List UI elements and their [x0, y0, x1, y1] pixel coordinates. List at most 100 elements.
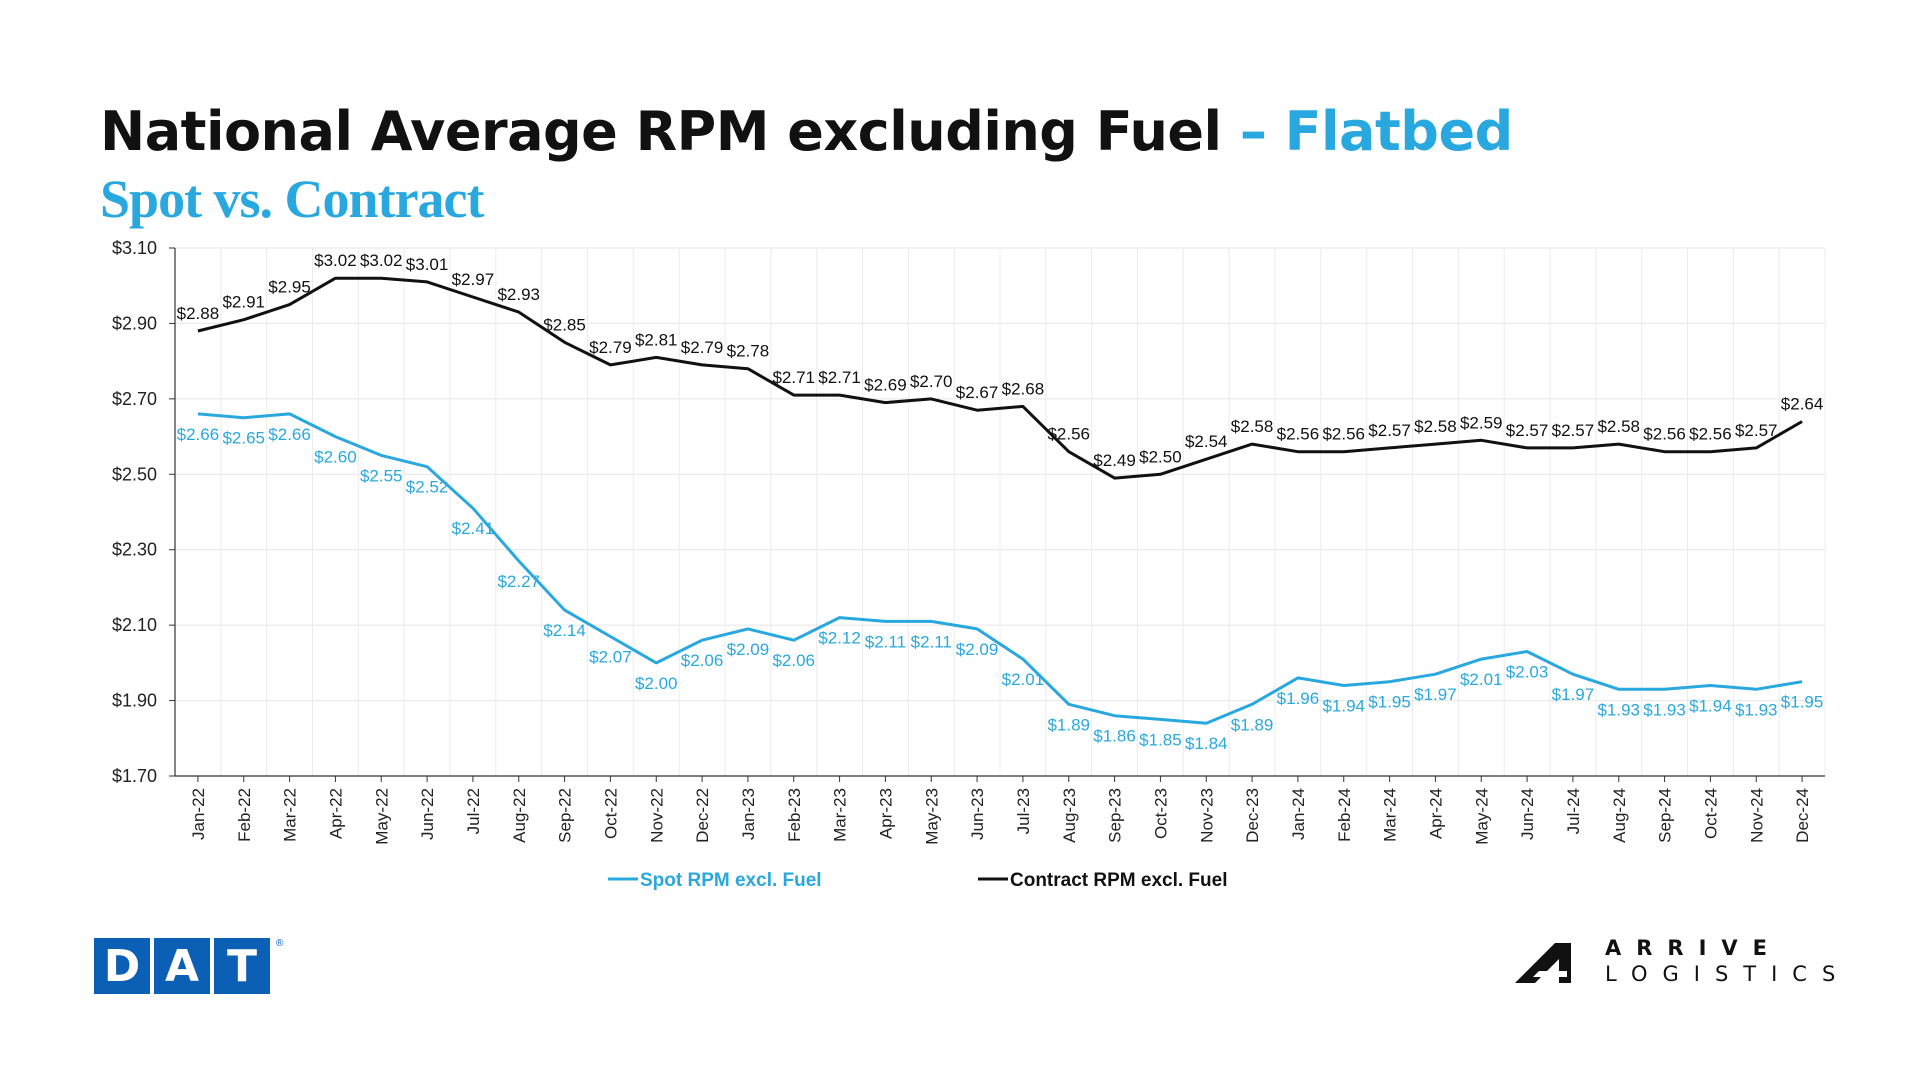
arrive-arrow-icon	[1515, 943, 1571, 983]
x-tick-label: Aug-24	[1610, 788, 1629, 843]
contract-data-label: $2.85	[543, 315, 586, 334]
arrive-wordmark-line2: LOGISTICS	[1605, 962, 1851, 986]
spot-data-label: $2.65	[222, 429, 265, 448]
contract-data-label: $2.56	[1277, 425, 1320, 444]
dat-logo: D A T ®	[94, 938, 283, 994]
spot-data-label: $1.94	[1322, 696, 1365, 715]
contract-data-label: $2.68	[1002, 379, 1045, 398]
chart-axes: $1.70 $1.90 $2.10 $2.30 $2.50 $2.70 $2.90 $3.10…	[112, 238, 1825, 845]
dat-logo-letter-d: D	[94, 938, 150, 994]
spot-data-label: $1.93	[1643, 700, 1686, 719]
x-tick-label: Apr-22	[326, 788, 345, 839]
x-tick-label: Jul-24	[1564, 788, 1583, 834]
chart-series	[197, 276, 1803, 725]
dat-registered-mark: ®	[276, 938, 284, 949]
chart-legend: Spot RPM excl. Fuel Contract RPM excl. Fu…	[608, 870, 1228, 891]
spot-data-label: $1.97	[1552, 685, 1595, 704]
spot-data-label: $1.95	[1781, 693, 1824, 712]
legend-contract-label: Contract RPM excl. Fuel	[1010, 870, 1228, 891]
contract-data-label: $2.56	[1047, 425, 1090, 444]
x-tick-label: Jun-24	[1518, 788, 1537, 840]
dat-logo-letter-a: A	[154, 938, 210, 994]
contract-data-label: $2.57	[1368, 421, 1411, 440]
chart-title-accent: – Flatbed	[1239, 100, 1513, 163]
contract-data-label: $2.50	[1139, 447, 1182, 466]
spot-data-label: $2.06	[681, 651, 724, 670]
contract-data-label: $2.59	[1460, 413, 1503, 432]
x-tick-label: Sep-23	[1106, 788, 1125, 843]
x-tick-label: Nov-22	[647, 788, 666, 843]
y-tick-label: $3.10	[112, 238, 157, 258]
x-tick-label: Jun-22	[418, 788, 437, 840]
spot-data-label: $2.60	[314, 448, 357, 467]
contract-data-label: $2.79	[681, 338, 724, 357]
spot-data-label: $2.55	[360, 466, 403, 485]
contract-data-label: $2.64	[1781, 394, 1824, 413]
x-tick-label: Oct-24	[1701, 788, 1720, 839]
y-tick-label: $1.70	[112, 766, 157, 786]
spot-data-label: $2.09	[956, 640, 999, 659]
x-tick-label: Jan-24	[1289, 788, 1308, 840]
x-tick-label: May-23	[922, 788, 941, 845]
contract-data-label: $2.57	[1735, 421, 1778, 440]
spot-data-label: $2.66	[268, 425, 311, 444]
x-tick-label: Apr-23	[876, 788, 895, 839]
x-tick-label: Mar-22	[281, 788, 300, 842]
chart-title: National Average RPM excluding Fuel – Fl…	[100, 100, 1513, 163]
x-tick-label: Mar-24	[1381, 788, 1400, 842]
spot-data-label: $1.86	[1093, 727, 1136, 746]
contract-data-label: $2.95	[268, 278, 311, 297]
x-tick-label: Nov-23	[1197, 788, 1216, 843]
y-tick-label: $1.90	[112, 691, 157, 711]
y-tick-label: $2.30	[112, 540, 157, 560]
x-tick-label: Sep-24	[1656, 788, 1675, 843]
contract-data-label: $2.71	[772, 368, 815, 387]
spot-data-label: $2.14	[543, 621, 586, 640]
x-tick-label: Dec-22	[693, 788, 712, 843]
chart-data-labels: $2.66 $2.65 $2.66$2.60$2.55$2.52$2.41$2.27…	[177, 251, 1824, 753]
spot-data-label: $1.93	[1597, 700, 1640, 719]
contract-data-label: $2.78	[727, 342, 770, 361]
x-tick-label: Mar-23	[831, 788, 850, 842]
spot-data-label: $2.66	[177, 425, 220, 444]
contract-data-label: $2.93	[497, 285, 540, 304]
contract-data-label: $2.58	[1597, 417, 1640, 436]
spot-series-line	[197, 412, 1803, 725]
spot-data-label: $1.93	[1735, 700, 1778, 719]
spot-data-label: $1.84	[1185, 734, 1228, 753]
contract-data-label: $3.01	[406, 255, 449, 274]
contract-data-label: $2.57	[1552, 421, 1595, 440]
x-tick-label: Oct-23	[1151, 788, 1170, 839]
arrive-logistics-logo: ARRIVE LOGISTICS	[1515, 936, 1850, 986]
contract-data-label: $3.02	[360, 251, 403, 270]
contract-data-label: $2.58	[1414, 417, 1457, 436]
contract-data-label: $2.70	[910, 372, 953, 391]
spot-data-label: $2.07	[589, 647, 632, 666]
x-tick-label: Apr-24	[1426, 788, 1445, 839]
contract-data-label: $2.54	[1185, 432, 1228, 451]
contract-data-label: $2.88	[177, 304, 220, 323]
x-tick-label: Nov-24	[1747, 788, 1766, 843]
contract-data-label: $2.71	[818, 368, 861, 387]
x-tick-label: May-24	[1472, 788, 1491, 845]
spot-data-label: $1.89	[1231, 715, 1274, 734]
contract-data-label: $2.67	[956, 383, 999, 402]
x-tick-label: Jul-22	[464, 788, 483, 834]
x-tick-label: Dec-24	[1793, 788, 1812, 843]
contract-data-label: $3.02	[314, 251, 357, 270]
contract-data-label: $2.81	[635, 330, 678, 349]
x-tick-label: Oct-22	[601, 788, 620, 839]
x-tick-label: Feb-22	[235, 788, 254, 842]
contract-data-label: $2.49	[1093, 451, 1136, 470]
contract-data-label: $2.91	[222, 293, 265, 312]
spot-data-label: $1.89	[1047, 715, 1090, 734]
spot-data-label: $1.97	[1414, 685, 1457, 704]
contract-data-label: $2.57	[1506, 421, 1549, 440]
spot-data-label: $2.09	[727, 640, 770, 659]
x-tick-label: Feb-23	[785, 788, 804, 842]
contract-series-line	[197, 276, 1803, 480]
spot-data-label: $1.94	[1689, 696, 1732, 715]
spot-data-label: $1.95	[1368, 693, 1411, 712]
spot-data-label: $2.41	[452, 519, 495, 538]
spot-data-label: $1.85	[1139, 730, 1182, 749]
